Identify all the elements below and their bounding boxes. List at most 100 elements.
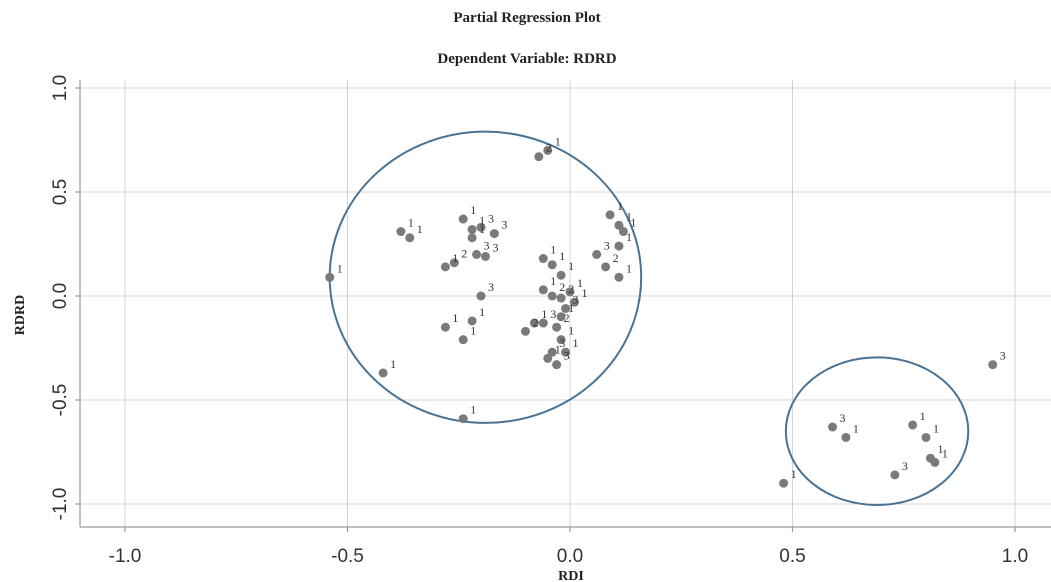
data-point (467, 224, 477, 234)
point-label: 1 (577, 276, 583, 290)
data-point (614, 220, 624, 230)
data-point (480, 251, 490, 261)
point-label: 3 (488, 211, 494, 225)
data-point (592, 249, 602, 259)
point-label: 3 (564, 349, 570, 363)
axes (75, 80, 1051, 532)
data-point (534, 152, 544, 162)
point-label: 3 (484, 238, 490, 252)
point-label: 1 (626, 230, 632, 244)
x-axis-label: RDI (558, 569, 584, 582)
point-label: 3 (604, 238, 610, 252)
point-label: 1 (920, 409, 926, 423)
y-tick-label: 0.5 (50, 179, 71, 205)
highlight-rings (328, 130, 970, 507)
point-label: 3 (559, 336, 565, 350)
point-label: 1 (555, 342, 561, 356)
point-label: 1 (479, 305, 485, 319)
point-label: 1 (933, 421, 939, 435)
point-label: 1 (452, 311, 458, 325)
data-point (556, 312, 566, 322)
data-point (547, 347, 557, 357)
point-label: 1 (617, 199, 623, 213)
highlight-ellipse (784, 356, 970, 507)
x-tick-label: 0.5 (779, 546, 805, 567)
data-point (561, 347, 571, 357)
point-label: 2 (461, 247, 467, 261)
data-point (890, 470, 900, 480)
y-tick-labels: -1.0 -0.5 0.0 0.5 1.0 (50, 75, 71, 521)
data-point (538, 285, 548, 295)
point-label: 1 (541, 307, 547, 321)
data-point (472, 249, 482, 259)
data-point (538, 318, 548, 328)
data-point (440, 322, 450, 332)
point-label: 3 (840, 411, 846, 425)
point-label: 1 (559, 249, 565, 263)
point-label: 2 (559, 280, 565, 294)
y-tick-label: 1.0 (50, 75, 71, 101)
point-label: 1 (550, 243, 556, 257)
data-point (405, 233, 415, 243)
data-point (988, 360, 998, 370)
data-point (779, 478, 789, 488)
x-tick-labels: -1.0 -0.5 0.0 0.5 1.0 (109, 546, 1029, 567)
data-point (908, 420, 918, 430)
chart-title: Partial Regression Plot (453, 10, 600, 26)
data-point (552, 360, 562, 370)
point-label: 1 (568, 259, 574, 273)
point-label: 1 (626, 209, 632, 223)
point-label: 1 (581, 286, 587, 300)
point-label: 1 (555, 134, 561, 148)
point-label: 1 (470, 403, 476, 417)
point-label: 1 (626, 261, 632, 275)
data-point (614, 241, 624, 251)
point-label: 1 (390, 357, 396, 371)
data-point (538, 254, 548, 264)
data-point (325, 272, 335, 282)
data-point (547, 291, 557, 301)
data-point (601, 262, 611, 272)
data-point (521, 326, 530, 336)
data-point (841, 432, 851, 442)
data-point (556, 270, 566, 280)
point-label: 2 (533, 315, 539, 329)
data-point (618, 227, 628, 237)
data-point (614, 272, 624, 282)
point-label: 1 (470, 324, 476, 338)
y-tick-label: -0.5 (50, 384, 71, 417)
point-label: 3 (1000, 349, 1006, 363)
chart-subtitle: Dependent Variable: RDRD (437, 51, 616, 67)
data-point (449, 258, 459, 268)
x-tick-label: -0.5 (331, 546, 364, 567)
data-point (556, 335, 566, 345)
point-label: 1 (417, 222, 423, 236)
point-label: 3 (902, 459, 908, 473)
data-point (529, 318, 539, 328)
data-point (458, 414, 468, 424)
point-label: 2 (613, 251, 619, 265)
point-label: 3 (501, 218, 507, 232)
data-point (565, 287, 575, 297)
data-point (569, 297, 579, 307)
point-label: 3 (492, 240, 498, 254)
point-label: 1 (630, 216, 636, 230)
data-point (440, 262, 450, 272)
data-point (467, 316, 477, 326)
highlight-ellipse (328, 130, 643, 424)
point-label: 1 (470, 203, 476, 217)
point-label: 3 (488, 280, 494, 294)
x-tick-label: 0.0 (557, 546, 583, 567)
data-point (378, 368, 388, 378)
point-label: 1 (573, 336, 579, 350)
data-point (543, 353, 553, 363)
data-point (605, 210, 615, 220)
data-point (921, 432, 931, 442)
point-label: 1 (853, 421, 859, 435)
y-tick-label: 0.0 (50, 283, 71, 309)
data-point (547, 260, 557, 270)
point-label: 1 (452, 251, 458, 265)
point-label: 2 (568, 282, 574, 296)
data-point (930, 457, 940, 467)
data-point (552, 322, 562, 332)
